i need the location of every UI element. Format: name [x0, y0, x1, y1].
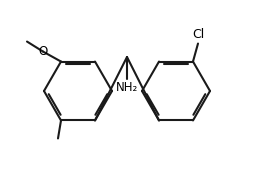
Text: Cl: Cl [192, 28, 204, 41]
Text: O: O [38, 45, 48, 58]
Text: NH₂: NH₂ [116, 81, 138, 94]
